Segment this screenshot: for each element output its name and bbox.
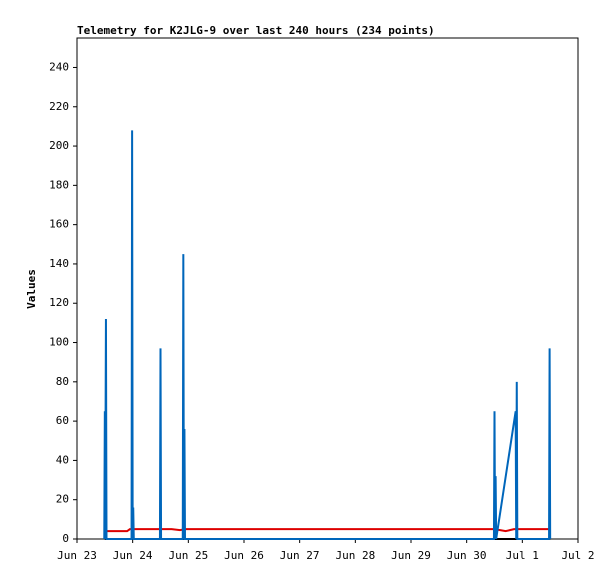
y-tick-label: 100 xyxy=(49,336,69,349)
y-tick-label: 40 xyxy=(56,453,69,466)
y-axis-label: Values xyxy=(25,269,38,309)
plot-frame xyxy=(76,37,579,540)
x-tick-label: Jul 1 xyxy=(506,549,539,562)
y-tick-label: 200 xyxy=(49,139,69,152)
x-tick-label: Jun 24 xyxy=(113,549,153,562)
x-tick-label: Jun 27 xyxy=(280,549,320,562)
y-tick-label: 80 xyxy=(56,375,69,388)
x-tick-label: Jul 2 xyxy=(561,549,594,562)
y-tick-label: 0 xyxy=(62,532,69,545)
x-tick-label: Jun 30 xyxy=(447,549,487,562)
x-tick-label: Jun 25 xyxy=(168,549,208,562)
series-line xyxy=(104,528,551,533)
chart-title: Telemetry for K2JLG-9 over last 240 hour… xyxy=(77,24,435,37)
x-tick-label: Jun 28 xyxy=(335,549,375,562)
y-tick-label: 240 xyxy=(49,60,69,73)
y-tick-label: 180 xyxy=(49,178,69,191)
y-tick-label: 120 xyxy=(49,296,69,309)
x-tick-label: Jun 26 xyxy=(224,549,264,562)
y-tick-label: 20 xyxy=(56,493,69,506)
x-tick-label: Jun 29 xyxy=(391,549,431,562)
y-tick-label: 160 xyxy=(49,218,69,231)
series-line xyxy=(103,130,552,540)
y-tick-label: 140 xyxy=(49,257,69,270)
x-tick-label: Jun 23 xyxy=(57,549,97,562)
y-tick-label: 220 xyxy=(49,100,69,113)
y-tick-label: 60 xyxy=(56,414,69,427)
